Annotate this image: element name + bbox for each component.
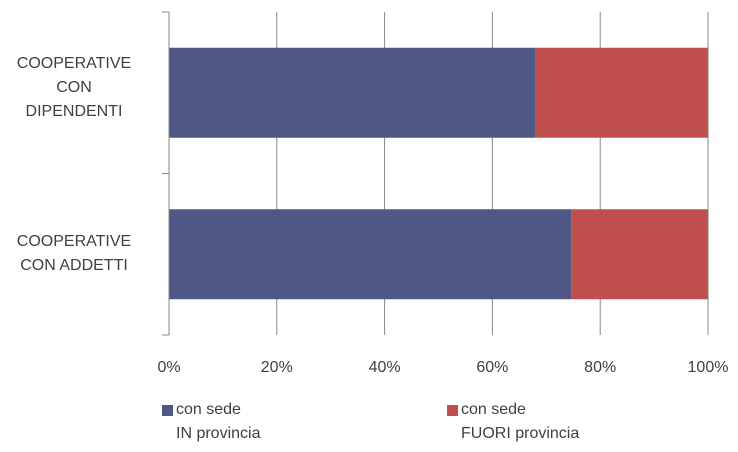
x-tick-label: 20% [261,359,293,376]
x-tick-label: 40% [369,359,401,376]
x-tick-label: 0% [157,359,180,376]
bars [169,47,708,300]
legend-label: con sede [176,401,241,418]
bar-in-provincia-1 [169,209,572,300]
legend-label: con sede [461,401,526,418]
legend-swatch [162,405,173,416]
legend-label: IN provincia [176,425,261,442]
bar-fuori-provincia-1 [571,209,708,300]
category-label-line: COOPERATIVE [16,55,132,72]
x-tick-label: 80% [584,359,616,376]
category-label-dipendenti: COOPERATIVE CON DIPENDENTI [0,52,148,124]
axes [162,11,170,336]
bar-fuori-provincia-0 [534,47,708,138]
x-tick-label: 100% [688,359,729,376]
legend-swatch [447,405,458,416]
category-label-line: DIPENDENTI [25,103,123,120]
category-label-line: CON ADDETTI [20,257,128,274]
category-label-line: COOPERATIVE [16,233,132,250]
legend-label: FUORI provincia [461,425,580,442]
x-tick-labels: 0% 20% 40% 60% 80% 100% [157,359,728,376]
bar-in-provincia-0 [169,47,535,138]
category-label-line: CON [56,79,92,96]
x-tick-label: 60% [476,359,508,376]
category-label-addetti: COOPERATIVE CON ADDETTI [0,230,148,278]
